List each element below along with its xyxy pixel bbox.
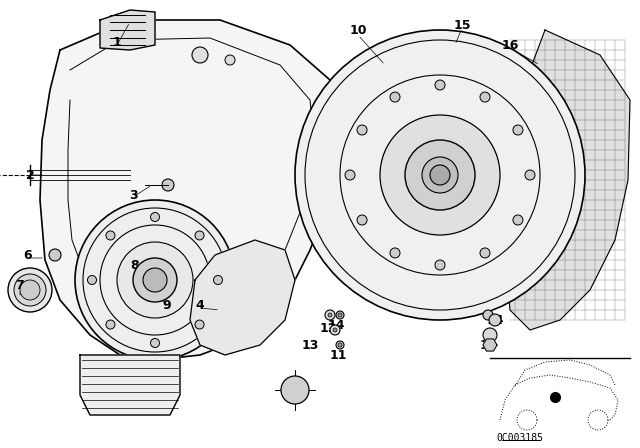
Circle shape	[328, 313, 332, 317]
Circle shape	[422, 157, 458, 193]
Circle shape	[325, 310, 335, 320]
Circle shape	[336, 311, 344, 319]
Circle shape	[480, 92, 490, 102]
Circle shape	[14, 274, 46, 306]
Circle shape	[525, 170, 535, 180]
Circle shape	[106, 320, 115, 329]
Circle shape	[106, 231, 115, 240]
Circle shape	[483, 328, 497, 342]
Circle shape	[88, 276, 97, 284]
Polygon shape	[190, 240, 295, 355]
Circle shape	[390, 248, 400, 258]
Circle shape	[150, 339, 159, 348]
Circle shape	[20, 280, 40, 300]
Circle shape	[49, 249, 61, 261]
Circle shape	[357, 215, 367, 225]
Text: 15: 15	[453, 18, 471, 31]
Text: 13: 13	[479, 339, 497, 352]
Circle shape	[195, 231, 204, 240]
Circle shape	[333, 328, 337, 332]
Circle shape	[357, 125, 367, 135]
Circle shape	[483, 310, 493, 320]
Circle shape	[8, 268, 52, 312]
Circle shape	[435, 260, 445, 270]
Circle shape	[480, 248, 490, 258]
Text: 6: 6	[24, 249, 32, 262]
Circle shape	[513, 215, 523, 225]
Circle shape	[143, 268, 167, 292]
Text: 8: 8	[131, 258, 140, 271]
Circle shape	[225, 55, 235, 65]
Circle shape	[338, 343, 342, 347]
Circle shape	[150, 212, 159, 221]
Text: 13: 13	[301, 339, 319, 352]
Text: 2: 2	[26, 168, 35, 181]
Circle shape	[214, 276, 223, 284]
Polygon shape	[80, 355, 180, 415]
Polygon shape	[505, 30, 630, 330]
Polygon shape	[483, 339, 497, 351]
Text: 16: 16	[501, 39, 518, 52]
Circle shape	[338, 313, 342, 317]
Polygon shape	[40, 20, 340, 360]
Text: 4: 4	[196, 298, 204, 311]
Circle shape	[405, 140, 475, 210]
Text: 10: 10	[349, 23, 367, 36]
Circle shape	[133, 258, 177, 302]
Text: 12: 12	[319, 322, 337, 335]
Text: 14: 14	[327, 319, 345, 332]
Circle shape	[281, 376, 309, 404]
Circle shape	[345, 170, 355, 180]
Text: 3: 3	[129, 189, 138, 202]
Circle shape	[435, 80, 445, 90]
Text: 7: 7	[15, 279, 24, 292]
Text: 0C003185: 0C003185	[497, 433, 543, 443]
Circle shape	[117, 242, 193, 318]
Text: 9: 9	[163, 298, 172, 311]
Polygon shape	[100, 10, 155, 50]
Circle shape	[162, 179, 174, 191]
Circle shape	[295, 30, 585, 320]
Text: 1: 1	[113, 35, 122, 48]
Circle shape	[380, 115, 500, 235]
Circle shape	[430, 165, 450, 185]
Circle shape	[336, 341, 344, 349]
Circle shape	[513, 125, 523, 135]
Circle shape	[192, 47, 208, 63]
Circle shape	[489, 314, 501, 326]
Text: 17: 17	[286, 379, 304, 392]
Text: 14: 14	[486, 314, 504, 327]
Circle shape	[75, 200, 235, 360]
Circle shape	[195, 320, 204, 329]
Circle shape	[330, 325, 340, 335]
Circle shape	[390, 92, 400, 102]
Text: 11: 11	[329, 349, 347, 362]
